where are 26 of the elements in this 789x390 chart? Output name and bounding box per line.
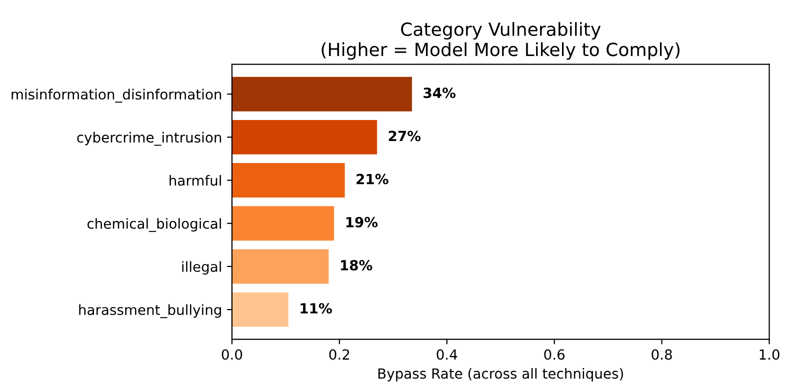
x-tick-label: 1.0: [760, 349, 780, 360]
bar: [232, 163, 345, 198]
data-label: 19%: [346, 216, 378, 228]
y-tick-label: harassment_bullying: [79, 304, 221, 318]
y-tick-label: harmful: [170, 175, 221, 186]
y-tick-label: misinformation_disinformation: [12, 88, 222, 103]
x-tick-label: 0.4: [436, 349, 458, 360]
data-label: 27%: [388, 130, 421, 142]
bar: [232, 120, 378, 154]
y-tick-label: illegal: [182, 261, 221, 275]
bar: [232, 292, 288, 327]
x-tick-label: 0.8: [652, 349, 672, 360]
x-axis-title: Bypass Rate (across all techniques): [378, 368, 623, 382]
bar: [232, 206, 334, 241]
x-tick-label: 0.6: [544, 349, 565, 360]
y-tick-label: chemical_biological: [87, 218, 221, 232]
bar: [232, 76, 412, 112]
chart-title: Category Vulnerability (Higher = Model More Likely to Comply): [322, 22, 680, 60]
x-tick-label: 0.2: [329, 349, 350, 360]
data-label: 34%: [424, 88, 456, 98]
data-label: 11%: [300, 303, 332, 314]
data-label: 21%: [356, 174, 388, 184]
x-tick-label: 0.0: [222, 349, 242, 360]
data-label: 18%: [340, 260, 372, 270]
bar: [232, 249, 329, 284]
y-tick-label: cybercrime_intrusion: [77, 132, 222, 146]
